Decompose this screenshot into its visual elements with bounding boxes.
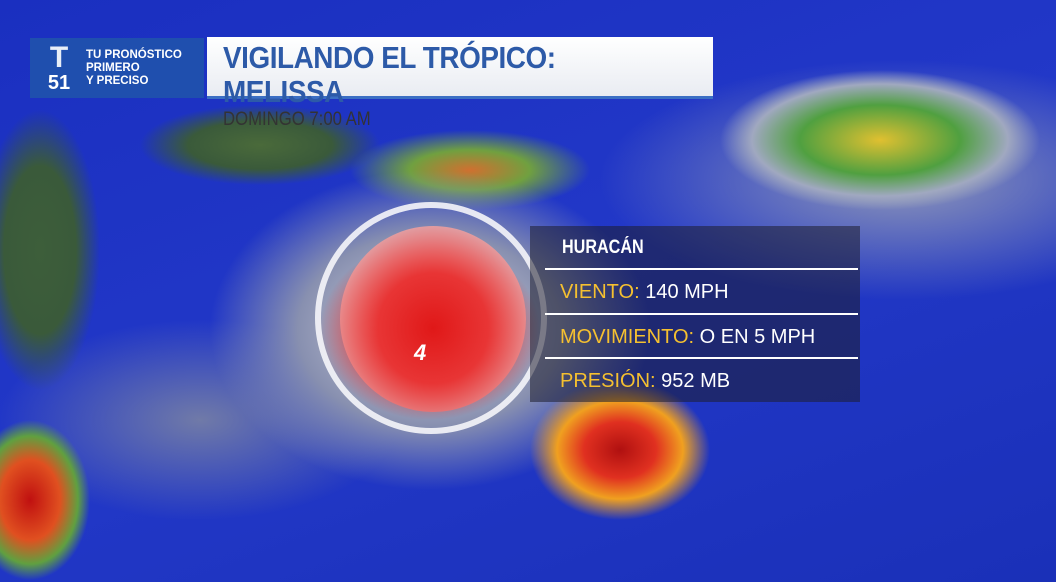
station-brand: T 51 TU PRONÓSTICO PRIMERO Y PRECISO — [30, 38, 204, 98]
pressure-row: PRESIÓN: 952 MB — [560, 370, 731, 392]
telemundo-51-logo: T 51 — [47, 40, 71, 94]
timestamp: DOMINGO 7:00 AM — [223, 109, 371, 130]
divider — [545, 313, 858, 315]
storm-info-panel: HURACÁN VIENTO: 140 MPH MOVIMIENTO: O EN… — [530, 226, 860, 402]
divider — [545, 357, 858, 359]
storm-ring — [315, 202, 547, 434]
title-banner: VIGILANDO EL TRÓPICO: MELISSA DOMINGO 7:… — [207, 37, 713, 130]
movement-row: MOVIMIENTO: O EN 5 MPH — [560, 326, 816, 348]
hurricane-category: 4 — [414, 340, 427, 365]
wind-row: VIENTO: 140 MPH — [560, 281, 729, 303]
tagline: TU PRONÓSTICO PRIMERO Y PRECISO — [86, 48, 182, 87]
divider — [545, 268, 858, 270]
page-title: VIGILANDO EL TRÓPICO: MELISSA — [223, 40, 556, 109]
storm-type: HURACÁN — [562, 237, 644, 258]
